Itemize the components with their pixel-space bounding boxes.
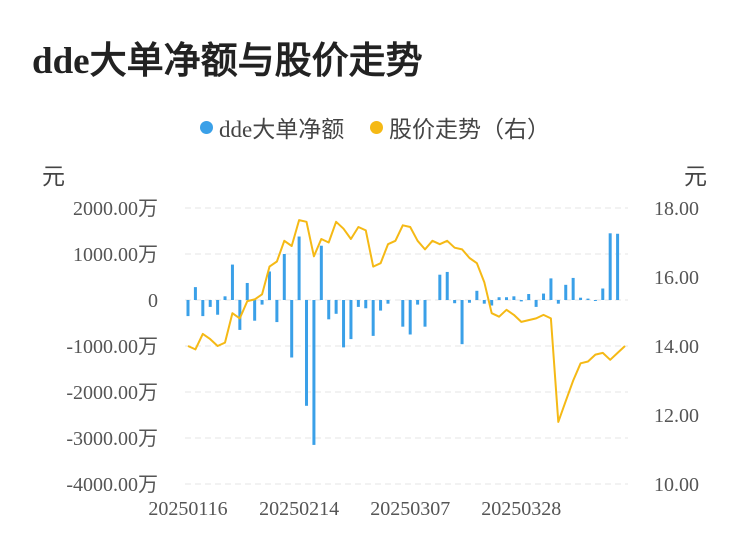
dde-bar[interactable] — [579, 297, 583, 300]
dde-bar[interactable] — [497, 297, 501, 300]
dde-bar[interactable] — [527, 294, 531, 300]
right-axis-unit: 元 — [684, 164, 707, 189]
dde-bar[interactable] — [616, 233, 620, 300]
dde-bar[interactable] — [593, 300, 597, 301]
dde-bar[interactable] — [416, 300, 420, 305]
legend-item-dde[interactable]: dde大单净额 — [200, 110, 344, 144]
dde-bar[interactable] — [475, 290, 479, 300]
left-tick-label: -3000.00万 — [66, 428, 158, 450]
legend-label-dde: dde大单净额 — [219, 117, 345, 142]
x-tick-label: 20250116 — [148, 498, 227, 520]
dde-bar[interactable] — [408, 300, 412, 335]
dde-bar[interactable] — [193, 287, 197, 300]
dde-bar[interactable] — [327, 300, 331, 320]
dde-bar[interactable] — [601, 288, 605, 301]
right-tick-label: 12.00 — [654, 405, 699, 427]
dde-bar[interactable] — [312, 300, 316, 445]
dde-bar[interactable] — [386, 300, 390, 304]
dde-bar[interactable] — [364, 300, 368, 309]
dde-bar[interactable] — [467, 300, 471, 303]
dde-bar[interactable] — [379, 300, 383, 311]
right-tick-label: 14.00 — [654, 336, 699, 358]
left-tick-label: -4000.00万 — [66, 474, 158, 496]
chart-title: dde大单净额与股价走势 — [32, 41, 423, 82]
right-tick-label: 16.00 — [654, 267, 699, 289]
left-axis-unit: 元 — [42, 164, 65, 189]
dde-bar[interactable] — [571, 277, 575, 300]
dde-bar[interactable] — [201, 300, 205, 317]
right-axis-ticks: 18.00 16.00 14.00 12.00 10.00 — [654, 198, 699, 496]
dde-bar[interactable] — [356, 300, 360, 307]
x-tick-label: 20250328 — [481, 498, 561, 520]
dde-bar[interactable] — [305, 300, 309, 406]
dde-bar[interactable] — [438, 274, 442, 300]
dde-bar[interactable] — [267, 271, 271, 300]
dde-bar[interactable] — [519, 300, 523, 302]
dde-bar[interactable] — [534, 300, 538, 307]
dde-bar[interactable] — [490, 300, 494, 306]
dde-bar[interactable] — [349, 300, 353, 340]
dde-bar[interactable] — [504, 297, 508, 300]
dde-bar[interactable] — [556, 300, 560, 304]
legend: dde大单净额 股价走势（右） — [0, 110, 750, 144]
dde-bar[interactable] — [253, 300, 257, 321]
legend-label-price: 股价走势（右） — [388, 117, 550, 142]
dde-bar[interactable] — [260, 300, 264, 305]
dde-bar[interactable] — [275, 300, 279, 323]
dde-bar[interactable] — [216, 300, 220, 315]
dde-bar[interactable] — [238, 300, 242, 330]
left-tick-label: 0 — [148, 290, 158, 312]
dde-bar[interactable] — [453, 300, 457, 304]
legend-dot-price-icon — [369, 120, 383, 134]
dde-bar[interactable] — [342, 300, 346, 348]
dde-bar[interactable] — [223, 296, 227, 300]
dde-bar[interactable] — [482, 300, 486, 304]
left-tick-label: -2000.00万 — [66, 382, 158, 404]
dde-bar[interactable] — [401, 300, 405, 327]
dde-bar[interactable] — [586, 298, 590, 300]
x-axis-ticks: 20250116 20250214 20250307 20250328 — [148, 498, 561, 520]
right-tick-label: 10.00 — [654, 474, 699, 496]
dde-bar[interactable] — [245, 282, 249, 300]
dde-bar[interactable] — [564, 284, 568, 300]
dde-bar[interactable] — [549, 278, 553, 300]
dde-bar[interactable] — [319, 245, 323, 300]
dde-bar[interactable] — [512, 296, 516, 300]
x-tick-label: 20250307 — [370, 498, 450, 520]
dde-bar[interactable] — [208, 300, 212, 307]
left-axis-ticks: 2000.00万 1000.00万 0 -1000.00万 -2000.00万 -3000… — [66, 198, 158, 496]
price-series-line[interactable] — [187, 219, 626, 423]
dde-bar[interactable] — [460, 300, 464, 345]
x-tick-label: 20250214 — [259, 498, 339, 520]
right-tick-label: 18.00 — [654, 198, 699, 220]
left-tick-label: 2000.00万 — [73, 198, 158, 220]
dde-bar[interactable] — [445, 271, 449, 300]
dde-bar[interactable] — [542, 293, 546, 300]
dde-bar[interactable] — [290, 300, 294, 358]
dde-bar[interactable] — [608, 233, 612, 300]
dde-bar[interactable] — [334, 300, 338, 314]
dde-bar[interactable] — [282, 254, 286, 300]
left-tick-label: 1000.00万 — [73, 244, 158, 266]
dde-bar[interactable] — [371, 300, 375, 336]
legend-dot-dde-icon — [200, 120, 214, 134]
legend-item-price[interactable]: 股价走势（右） — [369, 110, 550, 144]
left-tick-label: -1000.00万 — [66, 336, 158, 358]
dde-bar[interactable] — [297, 236, 301, 300]
price-line — [187, 219, 626, 423]
dde-bars — [186, 233, 620, 445]
grid-lines — [185, 207, 628, 485]
dde-bar[interactable] — [186, 300, 190, 317]
dde-bar[interactable] — [423, 300, 427, 327]
dde-bar[interactable] — [230, 264, 234, 300]
